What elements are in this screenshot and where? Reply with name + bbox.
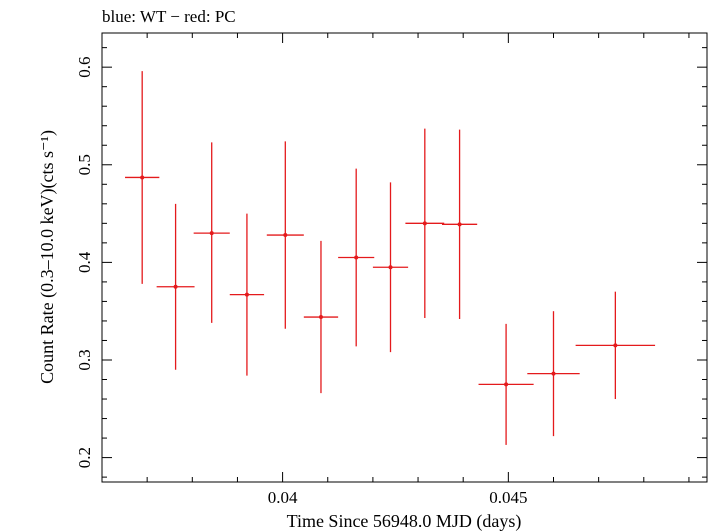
point-marker	[209, 231, 214, 236]
data-point	[303, 240, 339, 394]
data-points	[125, 71, 656, 445]
axis-ticks: 0.04 0.045 0.2 0.3 0.4 0.5 0.6	[75, 33, 707, 507]
x-tick-label: 0.04	[268, 488, 298, 507]
data-point	[125, 71, 160, 284]
y-tick-label: 0.3	[75, 349, 94, 370]
point-marker	[318, 315, 323, 320]
chart-title: blue: WT − red: PC	[102, 7, 236, 26]
data-point	[527, 311, 580, 437]
y-axis-label: Count Rate (0.3–10.0 keV)(cts s⁻¹)	[37, 130, 58, 384]
point-marker	[504, 382, 509, 387]
data-point	[338, 168, 375, 347]
point-marker	[551, 371, 556, 376]
point-marker	[388, 265, 393, 270]
point-marker	[422, 221, 427, 226]
data-point	[193, 142, 230, 323]
data-point	[266, 141, 304, 329]
data-point	[575, 291, 656, 400]
point-marker	[354, 255, 359, 260]
data-point	[229, 213, 265, 376]
data-point	[441, 129, 478, 319]
point-marker	[457, 222, 462, 227]
x-tick-label: 0.045	[489, 488, 527, 507]
plot-frame	[101, 32, 708, 483]
x-axis-label: Time Since 56948.0 MJD (days)	[287, 511, 522, 532]
data-point	[478, 323, 534, 445]
point-marker	[173, 284, 178, 289]
point-marker	[140, 175, 145, 180]
y-tick-label: 0.4	[75, 251, 94, 273]
data-point	[156, 203, 195, 370]
data-point	[372, 182, 409, 353]
y-tick-label: 0.2	[75, 447, 94, 468]
point-marker	[283, 233, 288, 238]
point-marker	[613, 343, 618, 348]
y-tick-label: 0.6	[75, 57, 94, 78]
data-point	[405, 128, 445, 319]
point-marker	[244, 292, 249, 297]
y-tick-label: 0.5	[75, 154, 94, 175]
